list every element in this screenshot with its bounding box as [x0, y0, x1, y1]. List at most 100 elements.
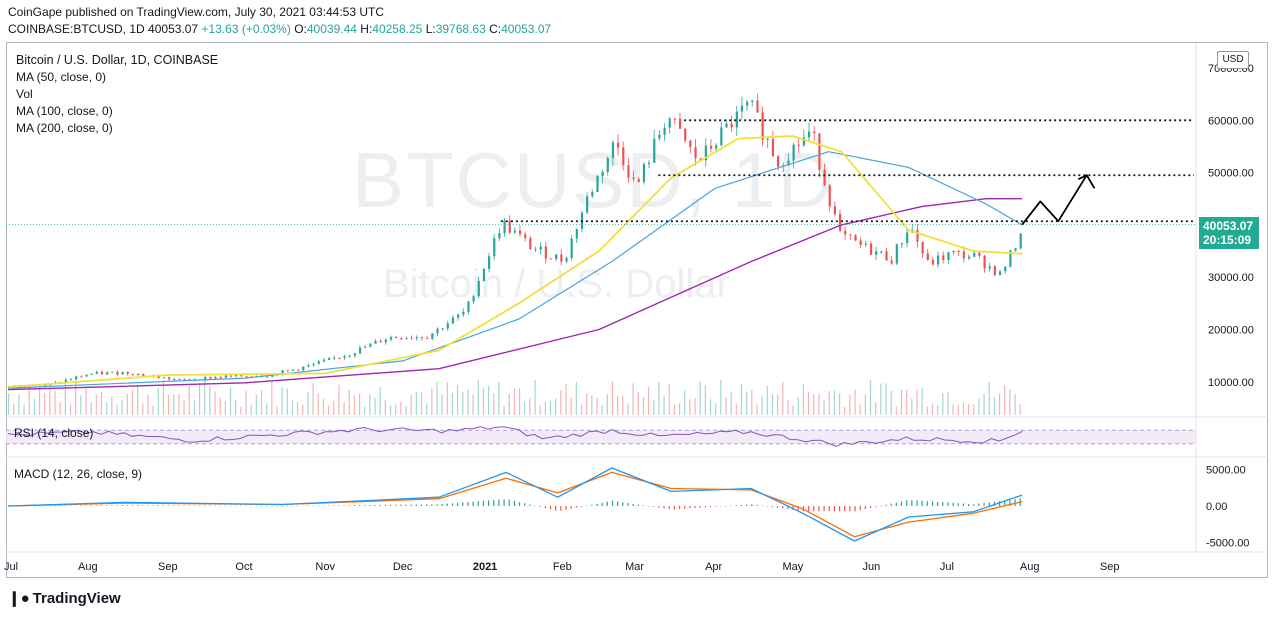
- macd-hist-bar: [209, 505, 211, 507]
- macd-hist-bar: [214, 505, 216, 507]
- legend-item-vol[interactable]: Vol: [16, 87, 33, 101]
- volume-bar: [198, 382, 201, 415]
- price-tick-label: 30000.00: [1208, 272, 1254, 284]
- macd-hist-bar: [69, 505, 72, 507]
- candle-body: [715, 145, 718, 149]
- macd-hist-bar: [312, 505, 314, 507]
- volume-bar: [921, 387, 923, 415]
- candle-body: [746, 101, 749, 106]
- legend-item-ma100[interactable]: MA (100, close, 0): [16, 104, 113, 118]
- macd-hist-bar: [317, 505, 319, 507]
- macd-hist-bar: [823, 506, 825, 512]
- macd-hist-bar: [720, 506, 722, 507]
- macd-hist-bar: [844, 506, 846, 512]
- volume-bar: [560, 390, 562, 415]
- time-tick-label: Apr: [705, 561, 722, 573]
- volume-bar: [162, 380, 165, 415]
- volume-bar: [952, 404, 954, 415]
- last-price: 40053.07: [148, 22, 199, 36]
- candle-body: [740, 105, 744, 112]
- macd-hist-bar: [942, 502, 944, 506]
- tradingview-brand[interactable]: ❙● TradingView: [8, 589, 121, 607]
- volume-bar: [998, 393, 1001, 415]
- volume-bar: [761, 396, 763, 415]
- macd-hist-bar: [580, 506, 583, 507]
- legend-item-ma50[interactable]: MA (50, close, 0): [16, 70, 107, 84]
- candle-body: [343, 356, 346, 358]
- currency-badge[interactable]: USD: [1217, 51, 1249, 69]
- volume-bar: [849, 394, 851, 415]
- candle-body: [333, 357, 336, 359]
- macd-hist-bar: [100, 505, 103, 506]
- candle-body: [565, 257, 568, 262]
- macd-hist-bar: [771, 506, 774, 508]
- price-tick-label: 20000.00: [1208, 325, 1254, 337]
- candle-body: [1009, 250, 1012, 267]
- macd-label[interactable]: MACD (12, 26, close, 9): [14, 467, 143, 481]
- candle-body: [44, 385, 47, 387]
- volume-bar: [678, 403, 681, 415]
- candle-body: [80, 376, 83, 378]
- volume-bar: [477, 379, 479, 415]
- candle-body: [137, 374, 140, 376]
- macd-hist-bar: [787, 506, 789, 510]
- volume-bar: [281, 387, 283, 415]
- volume-bar: [126, 393, 128, 415]
- volume-bar: [684, 390, 686, 415]
- candle-body: [85, 374, 88, 377]
- volume-bar: [983, 394, 985, 415]
- candle-body: [100, 371, 104, 375]
- volume-bar: [95, 394, 97, 415]
- volume-bar: [699, 381, 701, 415]
- symbol-text: COINBASE:BTCUSD, 1D: [8, 22, 145, 36]
- candle-body: [358, 347, 362, 354]
- macd-hist-bar: [436, 504, 438, 506]
- last-price-tag: 40053.07 20:15:09: [1199, 217, 1259, 249]
- volume-bar: [508, 393, 510, 415]
- volume-bar: [137, 385, 139, 415]
- volume-bar: [890, 391, 892, 415]
- macd-hist-bar: [777, 506, 779, 508]
- macd-hist-bar: [565, 506, 567, 510]
- volume-bar: [183, 399, 185, 415]
- volume-bar: [895, 406, 897, 415]
- candle-body: [281, 370, 284, 375]
- volume-bar: [715, 403, 717, 415]
- volume-bar: [49, 388, 51, 415]
- candle-body: [338, 357, 341, 359]
- macd-hist-bar: [756, 504, 758, 506]
- candle-body: [420, 337, 424, 339]
- candle-body: [771, 138, 775, 157]
- candle-body: [658, 134, 661, 139]
- volume-bar: [193, 399, 196, 415]
- macd-hist-bar: [338, 505, 340, 506]
- candle-body: [673, 118, 677, 120]
- rsi-label[interactable]: RSI (14, close): [14, 426, 94, 440]
- low-label: L:: [425, 22, 436, 36]
- macd-hist-bar: [85, 505, 87, 506]
- volume-bar: [544, 401, 546, 415]
- time-tick-label: 2021: [473, 561, 497, 573]
- candle-body: [663, 127, 666, 135]
- candle-body: [106, 372, 109, 375]
- candle-body: [457, 314, 460, 318]
- volume-bar: [818, 393, 820, 415]
- macd-hist-bar: [364, 505, 366, 506]
- candle-body: [524, 234, 527, 239]
- candle-body: [235, 374, 238, 377]
- legend-title[interactable]: Bitcoin / U.S. Dollar, 1D, COINBASE: [16, 53, 218, 67]
- price-tick-label: 50000.00: [1208, 168, 1254, 180]
- volume-bar: [178, 394, 180, 415]
- legend-item-ma200[interactable]: MA (200, close, 0): [16, 121, 113, 135]
- candle-body: [178, 378, 181, 380]
- volume-bar: [426, 403, 428, 415]
- volume-bar: [353, 395, 356, 415]
- volume-bar: [1014, 394, 1016, 415]
- candle-body: [735, 111, 738, 128]
- macd-hist-bar: [75, 505, 77, 506]
- macd-hist-bar: [188, 505, 190, 506]
- projection-arrow: [1021, 174, 1096, 226]
- volume-bar: [33, 399, 36, 415]
- candle-body: [957, 250, 960, 252]
